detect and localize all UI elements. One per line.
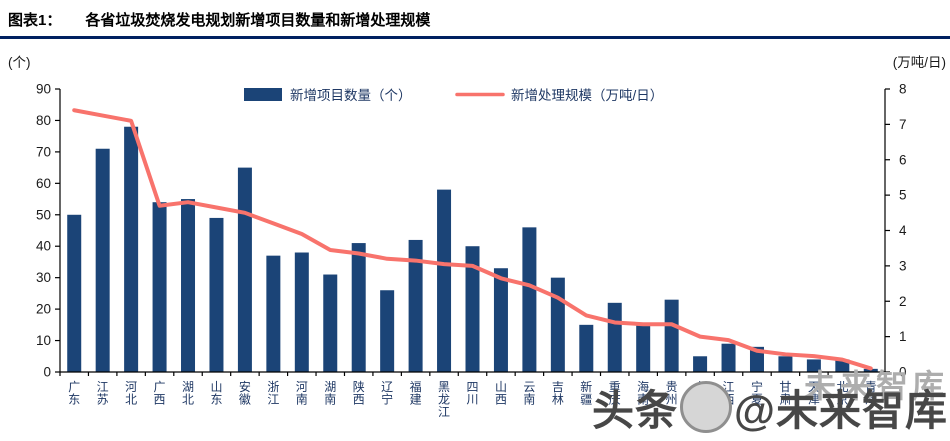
right-axis-tick-label: 8	[899, 82, 907, 97]
x-axis-label-广西: 广西	[154, 380, 166, 407]
legend-bar-label: 新增项目数量（个）	[290, 88, 412, 103]
page-title: 图表1： 各省垃圾焚烧发电规划新增项目数量和新增处理规模	[8, 9, 430, 30]
bar-辽宁	[380, 290, 395, 372]
x-axis-label-海南: 海南	[637, 379, 649, 407]
bar-广东	[67, 214, 82, 372]
x-axis-label-云南: 云南	[523, 380, 535, 407]
x-axis-label-福建: 福建	[410, 379, 422, 407]
left-axis-tick-label: 20	[36, 302, 51, 317]
x-axis-label-江西: 江西	[723, 380, 735, 407]
x-axis-label-天津: 天津	[808, 380, 820, 407]
bar-湖北	[181, 199, 196, 372]
line-series	[72, 108, 873, 371]
left-axis-tick-label: 0	[43, 365, 51, 380]
bar-吉林	[550, 277, 565, 372]
x-axis-label-山东: 山东	[210, 380, 222, 407]
x-axis-label-重庆: 重庆	[609, 380, 621, 407]
x-axis-label-山西: 山西	[495, 380, 507, 407]
right-axis-tick-label: 0	[899, 365, 907, 380]
x-axis-label-陕西: 陕西	[353, 379, 365, 407]
x-axis-label-湖南: 湖南	[324, 379, 336, 407]
right-axis-tick-label: 6	[899, 152, 907, 167]
right-axis-tick-label: 7	[899, 117, 907, 132]
x-axis-label-浙江: 浙江	[267, 380, 279, 407]
right-axis-tick-label: 2	[899, 294, 907, 309]
bar-海南	[636, 324, 651, 372]
bar-上海	[693, 356, 708, 372]
left-axis-tick-label: 90	[36, 82, 51, 97]
x-axis-label-新疆: 新疆	[580, 379, 592, 407]
figure-title-text: 各省垃圾焚烧发电规划新增项目数量和新增处理规模	[85, 12, 431, 29]
bar-广西	[152, 202, 167, 372]
bar-重庆	[607, 302, 622, 372]
bar-江苏	[95, 148, 110, 372]
bar-贵州	[664, 299, 679, 372]
right-axis-tick-label: 3	[899, 258, 907, 273]
bar-浙江	[266, 255, 281, 372]
left-axis-tick-label: 10	[36, 333, 51, 348]
left-axis-tick-label: 40	[36, 239, 51, 254]
bar-新疆	[579, 324, 594, 372]
x-axis-label-安徽: 安徽	[239, 379, 251, 407]
bar-福建	[408, 239, 423, 372]
left-axis-unit-label: (个)	[8, 55, 31, 70]
bar-安徽	[237, 167, 252, 372]
left-axis-tick-label: 70	[36, 144, 51, 159]
bar-江西	[721, 343, 736, 372]
x-axis-label-宁夏: 宁夏	[751, 379, 763, 407]
x-axis-label-辽宁: 辽宁	[381, 380, 393, 407]
x-axis-label-广东: 广东	[68, 380, 80, 407]
bar-甘肃	[778, 356, 793, 372]
bar-河北	[124, 126, 139, 372]
legend-bar-swatch	[244, 88, 282, 101]
x-axis-label-黑龙江: 黑龙江	[438, 380, 450, 419]
x-axis-label-上海: 上海	[694, 380, 706, 407]
right-axis-unit-label: (万吨/日)	[892, 55, 946, 70]
bar-黑龙江	[437, 189, 452, 372]
bar-湖南	[323, 274, 338, 372]
x-axis-label-四川: 四川	[466, 380, 478, 407]
x-axis-label-河南: 河南	[296, 380, 308, 407]
right-axis-tick-label: 1	[899, 329, 907, 344]
bar-山东	[209, 217, 224, 372]
bar-山西	[493, 268, 508, 372]
x-axis-label-贵州: 贵州	[666, 380, 678, 407]
title-divider	[0, 36, 950, 39]
legend-line-label: 新增处理规模（万吨/日）	[511, 88, 663, 103]
x-axis-label-甘肃: 甘肃	[779, 380, 791, 407]
x-axis-label-湖北: 湖北	[182, 379, 194, 407]
right-axis-tick-label: 4	[899, 223, 907, 238]
bar-云南	[522, 227, 537, 372]
right-axis-tick-label: 5	[899, 188, 907, 203]
figure-number-label: 图表1：	[8, 12, 62, 29]
x-axis-label-青海: 青海	[865, 380, 877, 407]
bar-天津	[806, 359, 821, 372]
x-axis-label-江苏: 江苏	[97, 380, 109, 407]
bar-河南	[294, 252, 309, 372]
left-axis-tick-label: 50	[36, 207, 51, 222]
left-axis-tick-label: 80	[36, 113, 51, 128]
x-axis-label-河北: 河北	[125, 380, 137, 407]
bar-四川	[465, 246, 480, 372]
bar-陕西	[351, 243, 366, 372]
left-axis-tick-label: 60	[36, 176, 51, 191]
x-axis-label-北京: 北京	[836, 380, 848, 407]
left-axis-tick-label: 30	[36, 270, 51, 285]
x-axis-label-吉林: 吉林	[552, 380, 564, 407]
